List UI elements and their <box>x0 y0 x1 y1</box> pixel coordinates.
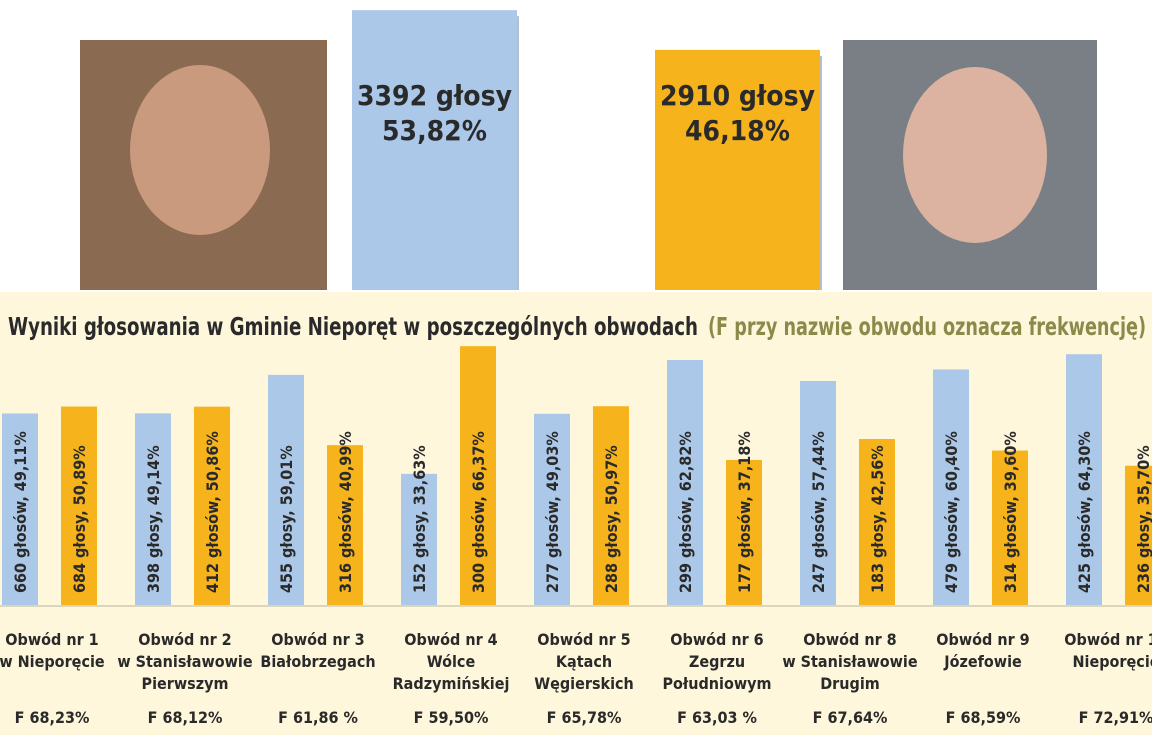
category-label: Drugim <box>820 674 880 693</box>
photo-left-face <box>130 65 270 235</box>
bar <box>135 413 171 605</box>
category-label: Zegrzu <box>689 652 745 671</box>
bar-label: 177 głosów, 37,18% <box>735 431 754 593</box>
category-label: Pierwszym <box>142 674 229 693</box>
turnout-label: F 68,59% <box>946 708 1021 727</box>
category-label: w Stanisławowie <box>117 652 252 671</box>
bar <box>61 406 97 605</box>
turnout-label: F 59,50% <box>414 708 489 727</box>
bar <box>933 369 969 605</box>
turnout-label: F 65,78% <box>547 708 622 727</box>
category-label: Nieporęcie <box>1072 652 1152 671</box>
bar <box>726 459 762 605</box>
bar-label: 412 głosów, 50,86% <box>203 431 222 593</box>
bar-label: 316 głosów, 40,99% <box>336 431 355 593</box>
category-label: Obwód nr 1 <box>5 630 98 649</box>
bar-label: 288 głosy, 50,97% <box>602 445 621 593</box>
bar <box>268 374 304 605</box>
bar-label: 684 głosy, 50,89% <box>70 445 89 593</box>
category-label: Obwód nr 6 <box>670 630 763 649</box>
bar <box>1066 354 1102 605</box>
bar <box>992 450 1028 605</box>
category-label: Kątach <box>556 652 612 671</box>
category-label: w Nieporęcie <box>0 652 105 671</box>
category-label: Obwód nr 9 <box>936 630 1029 649</box>
bar <box>194 406 230 605</box>
bar <box>800 380 836 605</box>
category-label: Wólce <box>427 652 476 671</box>
bar <box>327 445 363 605</box>
bar-label: 277 głosów, 49,03% <box>543 431 562 593</box>
bar-label: 398 głosy, 49,14% <box>144 445 163 593</box>
bar-label: 152 głosy, 33,63% <box>410 445 429 593</box>
turnout-label: F 68,12% <box>148 708 223 727</box>
category-label: Węgierskich <box>534 674 634 693</box>
turnout-label: F 61,86 % <box>278 708 358 727</box>
turnout-label: F 72,91% <box>1079 708 1152 727</box>
turnout-label: F 67,64% <box>813 708 888 727</box>
bar <box>401 473 437 605</box>
bar <box>859 439 895 605</box>
bar <box>352 10 517 291</box>
bar-label: 479 głosów, 60,40% <box>942 431 961 593</box>
bar <box>460 346 496 605</box>
chart-title: Wyniki głosowania w Gminie Nieporęt w po… <box>8 312 698 341</box>
bar <box>593 406 629 605</box>
turnout-label: F 63,03 % <box>677 708 757 727</box>
bar-label: 455 głosy, 59,01% <box>277 445 296 593</box>
bar-label: 53,82% <box>382 114 487 147</box>
bar <box>1125 465 1152 605</box>
category-label: Obwód nr 8 <box>803 630 896 649</box>
bar <box>655 49 820 290</box>
bar-label: 2910 głosy <box>660 79 815 112</box>
chart-subtitle: (F przy nazwie obwodu oznacza frekwencję… <box>708 312 1146 341</box>
category-label: w Stanisławowie <box>782 652 917 671</box>
bar <box>2 413 38 605</box>
category-label: Obwód nr 3 <box>271 630 364 649</box>
category-label: Radzymińskiej <box>393 674 510 693</box>
category-label: Białobrzegach <box>260 652 375 671</box>
category-label: Obwód nr 10 <box>1064 630 1152 649</box>
bar-label: 236 głosy, 35,70% <box>1134 445 1152 593</box>
bar-label: 425 głosów, 64,30% <box>1075 431 1094 593</box>
bar-label: 247 głosów, 57,44% <box>809 431 828 593</box>
bar <box>534 413 570 605</box>
bar-label: 46,18% <box>685 114 790 147</box>
category-label: Południowym <box>662 674 771 693</box>
turnout-label: F 68,23% <box>15 708 90 727</box>
bar-label: 300 głosów, 66,37% <box>469 431 488 593</box>
category-label: Obwód nr 5 <box>537 630 630 649</box>
bar <box>667 360 703 605</box>
bar-label: 314 głosów, 39,60% <box>1001 431 1020 593</box>
bar-label: 3392 głosy <box>357 79 512 112</box>
category-label: Obwód nr 4 <box>404 630 497 649</box>
photo-right-face <box>903 67 1047 243</box>
bar-label: 183 głosy, 42,56% <box>868 445 887 593</box>
category-label: Józefowie <box>943 652 1022 671</box>
bar-label: 299 głosów, 62,82% <box>676 431 695 593</box>
category-label: Obwód nr 2 <box>138 630 231 649</box>
bar-label: 660 głosów, 49,11% <box>11 431 30 593</box>
